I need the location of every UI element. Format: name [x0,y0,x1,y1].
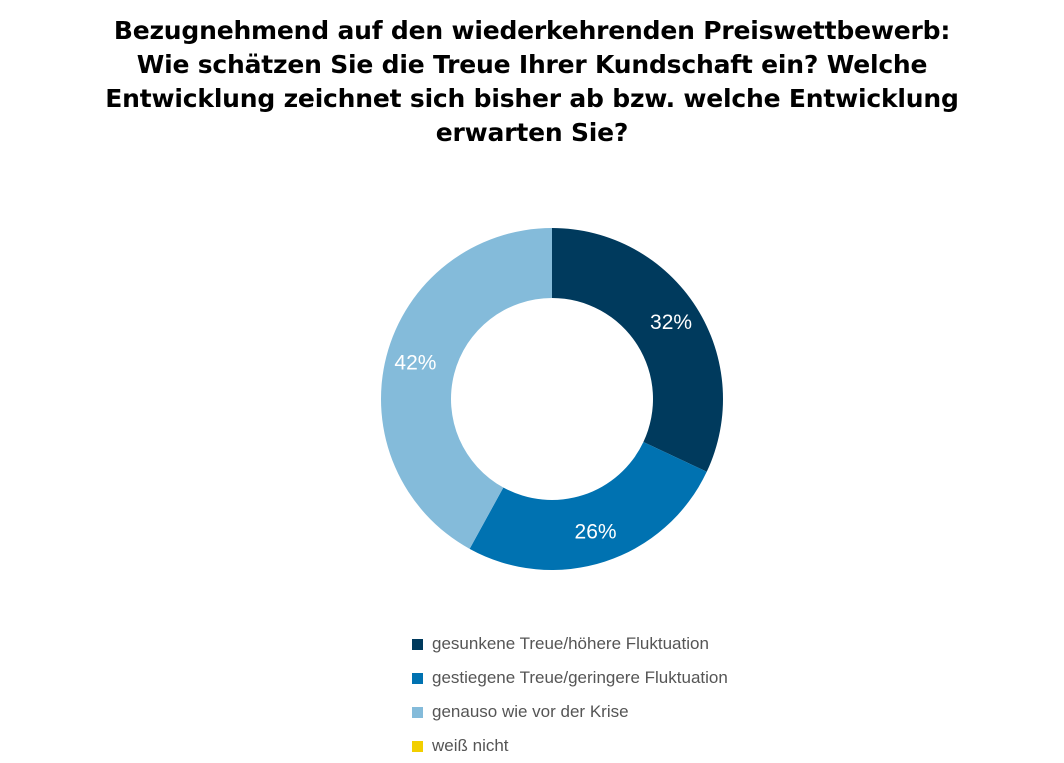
chart-title-line: erwarten Sie? [435,118,629,147]
legend-swatch [412,740,423,752]
legend-swatch [412,672,423,684]
slice-value-label: 42% [394,351,436,374]
chart-title-line: Entwicklung zeichnet sich bisher ab bzw.… [105,84,959,113]
legend-swatch [412,638,423,650]
chart-title: Bezugnehmend auf den wiederkehrenden Pre… [82,14,982,150]
legend-label: gesunkene Treue/höhere Fluktuation [432,634,709,653]
legend-item: genauso wie vor der Krise [412,695,728,729]
slice-value-label: 32% [650,311,692,334]
legend-label: gestiegene Treue/geringere Fluktuation [432,668,728,687]
legend-item: gesunkene Treue/höhere Fluktuation [412,627,728,661]
chart-legend: gesunkene Treue/höhere Fluktuation gesti… [412,627,728,763]
donut-slice [469,442,707,570]
legend-item: weiß nicht [412,729,728,763]
legend-swatch [412,706,423,718]
slice-value-label: 26% [575,521,617,544]
chart-title-line: Bezugnehmend auf den wiederkehrenden Pre… [113,16,951,45]
legend-item: gestiegene Treue/geringere Fluktuation [412,661,728,695]
legend-label: weiß nicht [432,736,509,755]
legend-label: genauso wie vor der Krise [432,702,629,721]
donut-slice [381,228,552,549]
donut-slice [552,228,723,472]
chart-title-line: Wie schätzen Sie die Treue Ihrer Kundsch… [136,50,928,79]
